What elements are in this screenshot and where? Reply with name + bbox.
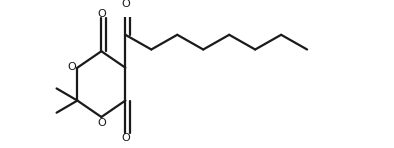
Text: O: O [97, 9, 106, 19]
Text: O: O [67, 62, 76, 72]
Text: O: O [121, 0, 130, 9]
Text: O: O [121, 133, 130, 143]
Text: O: O [97, 118, 106, 128]
